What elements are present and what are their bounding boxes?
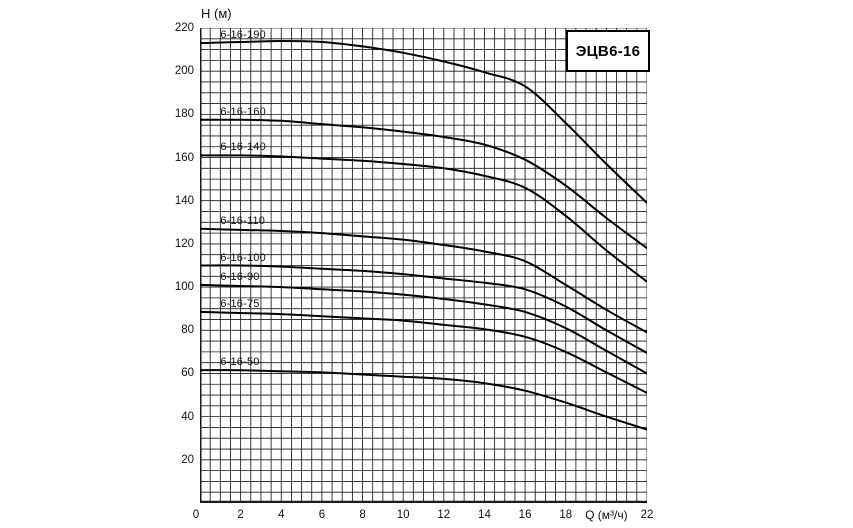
x-axis-title: Q (м³/ч) <box>585 508 628 522</box>
y-tick-label: 220 <box>174 22 194 34</box>
curve-label-6-16-50: 6-16-50 <box>220 356 260 369</box>
curve-label-6-16-110: 6-16-110 <box>220 214 266 227</box>
x-tick-label: 0 <box>192 509 200 521</box>
y-tick-label: 160 <box>174 151 194 164</box>
curve-label-6-16-100: 6-16-100 <box>220 251 266 264</box>
curve-6-16-190 <box>200 39 647 204</box>
x-tick-label: 8 <box>359 509 366 521</box>
x-tick-label: 6 <box>318 509 326 521</box>
curve-label-6-16-160: 6-16-160 <box>220 105 266 118</box>
curve-6-16-100 <box>200 264 647 354</box>
curve-6-16-50 <box>200 369 647 431</box>
y-tick-label: 80 <box>181 324 194 337</box>
curve-6-16-110 <box>200 227 647 334</box>
curve-6-16-160 <box>200 118 647 250</box>
chart-title: ЭЦВ6-16 <box>575 42 641 60</box>
curve-label-6-16-75: 6-16-75 <box>220 297 260 310</box>
x-tick-label: 18 <box>559 509 573 521</box>
x-tick-label: 2 <box>237 509 244 521</box>
y-tick-label: 100 <box>174 281 194 294</box>
x-tick-label: 10 <box>396 509 410 521</box>
y-axis-title: H (м) <box>201 6 232 21</box>
y-tick-label: 60 <box>181 367 194 380</box>
curve-6-16-75 <box>200 310 647 394</box>
curve-label-6-16-140: 6-16-140 <box>220 141 266 154</box>
y-tick-label: 40 <box>181 410 194 423</box>
x-tick-label: 4 <box>278 509 285 521</box>
y-tick-label: 180 <box>174 108 194 121</box>
y-tick-label: 120 <box>174 237 194 250</box>
x-tick-label: 16 <box>518 509 532 521</box>
x-tick-label: 22 <box>640 509 654 521</box>
x-tick-label: 14 <box>478 509 491 521</box>
y-tick-label: 200 <box>174 65 194 78</box>
curve-label-6-16-90: 6-16-90 <box>220 270 260 283</box>
y-tick-label: 140 <box>174 194 194 207</box>
plot-area <box>200 28 647 503</box>
chart-title-box: ЭЦВ6-16 <box>566 30 650 72</box>
curve-6-16-140 <box>200 154 647 283</box>
x-tick-label: 12 <box>437 509 451 521</box>
y-tick-label: 20 <box>181 453 194 466</box>
curve-6-16-90 <box>200 283 647 375</box>
curve-label-6-16-190: 6-16-190 <box>220 29 266 42</box>
